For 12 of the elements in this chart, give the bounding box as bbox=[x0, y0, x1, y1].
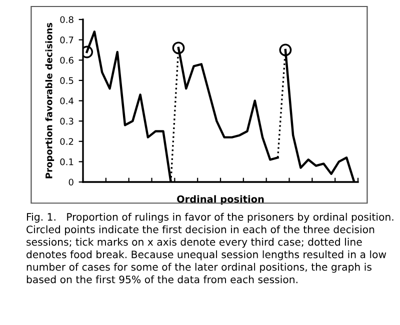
y-tick-label: 0 bbox=[68, 178, 74, 186]
y-tick-label: 0.3 bbox=[60, 118, 74, 125]
y-tick-label: 0.7 bbox=[60, 36, 74, 44]
y-tick-label: 0.5 bbox=[60, 77, 74, 84]
y-tick-label: 0.6 bbox=[60, 56, 74, 64]
caption: Fig. 1. Proportion of rulings in favor of the prisoners by ordinal position. Circled points indicate the first decision in each of the three decision sessions; tick marks on x axis denote every third case; dotted line denotes food break. Because unequal session lengths resulted in a low number of cases for some of the later ordinal positions, the graph is based on the first 95% of the data from each session. bbox=[26, 212, 394, 284]
x-axis-title: Ordinal position bbox=[177, 195, 264, 205]
y-axis-title: Proportion favorable decisions bbox=[45, 22, 54, 178]
y-tick-label: 0.2 bbox=[60, 138, 74, 145]
y-tick-label: 0.4 bbox=[60, 97, 74, 104]
y-tick-label: 0.8 bbox=[60, 16, 74, 24]
y-tick-label: 0.1 bbox=[60, 158, 74, 166]
